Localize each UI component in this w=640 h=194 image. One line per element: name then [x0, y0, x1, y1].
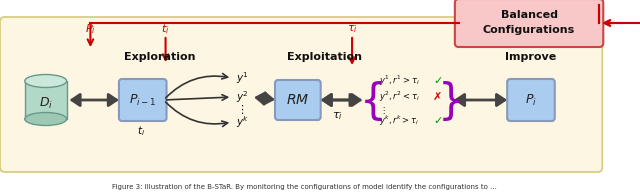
- Text: ✓: ✓: [433, 116, 442, 126]
- FancyArrowPatch shape: [456, 94, 505, 106]
- Text: $P_i$: $P_i$: [85, 22, 96, 36]
- FancyArrowPatch shape: [323, 94, 358, 106]
- Ellipse shape: [25, 113, 67, 126]
- FancyArrowPatch shape: [257, 93, 273, 104]
- Text: $\}$: $\}$: [436, 79, 460, 123]
- Text: $y^1, r^1 > \tau_i$: $y^1, r^1 > \tau_i$: [379, 74, 419, 88]
- Text: $D_i$: $D_i$: [38, 95, 52, 111]
- Text: $\tau_i$: $\tau_i$: [332, 110, 343, 122]
- Text: Exploitation: Exploitation: [287, 52, 362, 62]
- Text: $t_i$: $t_i$: [137, 124, 145, 138]
- Text: Figure 3: Illustration of the B-STaR. By monitoring the configurations of model : Figure 3: Illustration of the B-STaR. By…: [112, 184, 497, 190]
- FancyBboxPatch shape: [25, 81, 67, 119]
- Text: $t_i$: $t_i$: [161, 22, 170, 36]
- Text: $y^1$: $y^1$: [236, 70, 249, 86]
- Text: $y^k$: $y^k$: [236, 114, 250, 130]
- Text: Improve: Improve: [506, 52, 557, 62]
- Text: $y^2$: $y^2$: [236, 89, 249, 105]
- Text: $y^k, r^k > \tau_i$: $y^k, r^k > \tau_i$: [379, 114, 419, 128]
- Text: ✓: ✓: [433, 76, 442, 86]
- Text: $P_{i-1}$: $P_{i-1}$: [129, 93, 156, 107]
- FancyArrowPatch shape: [323, 94, 360, 106]
- Text: $\tau_i$: $\tau_i$: [347, 23, 358, 35]
- Text: ✗: ✗: [433, 92, 442, 102]
- FancyBboxPatch shape: [0, 17, 602, 172]
- Text: $\vdots$: $\vdots$: [379, 105, 385, 115]
- Ellipse shape: [25, 74, 67, 87]
- Text: $y^2, r^2 < \tau_i$: $y^2, r^2 < \tau_i$: [379, 90, 419, 104]
- Text: $\vdots$: $\vdots$: [236, 104, 244, 117]
- Text: $\{$: $\{$: [360, 79, 383, 123]
- Text: $RM$: $RM$: [286, 93, 310, 107]
- FancyArrowPatch shape: [72, 94, 116, 106]
- FancyBboxPatch shape: [507, 79, 555, 121]
- Text: $P_i$: $P_i$: [525, 93, 537, 107]
- Text: Balanced: Balanced: [500, 10, 557, 20]
- FancyBboxPatch shape: [119, 79, 166, 121]
- FancyBboxPatch shape: [275, 80, 321, 120]
- Text: Configurations: Configurations: [483, 25, 575, 35]
- FancyBboxPatch shape: [455, 0, 604, 47]
- Text: Exploration: Exploration: [124, 52, 196, 62]
